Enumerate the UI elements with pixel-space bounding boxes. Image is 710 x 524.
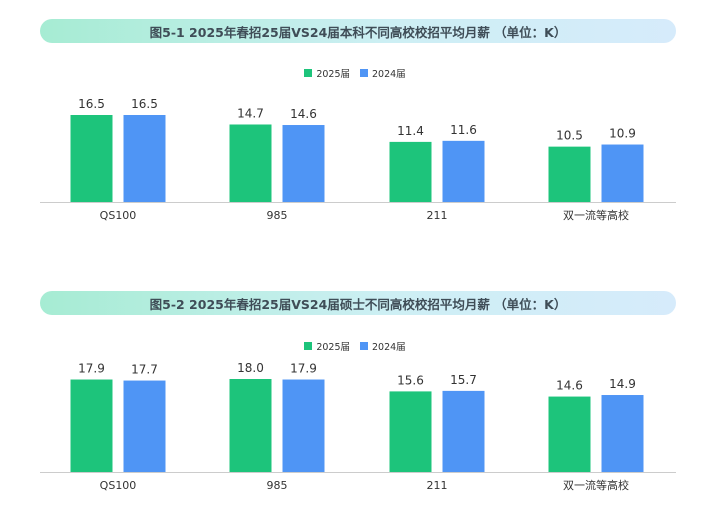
- category-label: 双一流等高校: [563, 478, 629, 492]
- bar-2025: [389, 391, 432, 472]
- legend-swatch-2025: [304, 342, 313, 350]
- bar-2024: [282, 125, 325, 202]
- bar-2024: [601, 395, 644, 472]
- bar-2024: [601, 144, 644, 202]
- chart-1-title: 图5-1 2025年春招25届VS24届本科不同高校校招平均月薪 （单位：K）: [40, 19, 676, 43]
- bar-2024: [123, 380, 166, 472]
- legend-item-2025: 2025届: [304, 339, 350, 353]
- data-label: 15.7: [450, 373, 477, 387]
- legend-label-2025: 2025届: [316, 69, 350, 80]
- bar-2025: [548, 146, 591, 202]
- data-label: 17.9: [290, 362, 317, 376]
- legend-item-2024: 2024届: [360, 339, 406, 353]
- data-label: 17.7: [131, 363, 158, 377]
- chart-2-legend: 2025届 2024届: [0, 339, 710, 353]
- bar-2025: [548, 396, 591, 472]
- category-label: QS100: [100, 209, 137, 222]
- data-label: 10.9: [609, 127, 636, 141]
- bar-2025: [229, 124, 272, 202]
- category-label: QS100: [100, 479, 137, 492]
- data-label: 16.5: [131, 97, 158, 111]
- data-label: 11.4: [397, 124, 424, 138]
- category-label: 985: [267, 479, 288, 492]
- data-label: 17.9: [78, 362, 105, 376]
- chart-2-title: 图5-2 2025年春招25届VS24届硕士不同高校校招平均月薪 （单位：K）: [40, 291, 676, 315]
- bar-2024: [123, 115, 166, 202]
- legend-swatch-2024: [360, 69, 368, 77]
- chart-1-plot: 16.5 16.5 QS100 14.7 14.6 985 11.4 11.6 211 10.5 1…: [40, 97, 676, 222]
- bar-2025: [389, 141, 432, 202]
- data-label: 14.7: [237, 106, 264, 120]
- category-label: 211: [427, 209, 448, 222]
- data-label: 14.6: [556, 379, 583, 393]
- legend-item-2025: 2025届: [304, 66, 350, 80]
- chart-2-plot: 17.9 17.7 QS100 18.0 17.9 985 15.6 15.7 211 14.6 1…: [40, 361, 676, 492]
- category-label: 211: [427, 479, 448, 492]
- legend-swatch-2025: [304, 69, 313, 77]
- data-label: 15.6: [397, 373, 424, 387]
- bar-2025: [70, 115, 113, 202]
- legend-label-2024: 2024届: [372, 342, 406, 353]
- bar-2025: [229, 379, 272, 472]
- data-label: 14.9: [609, 377, 636, 391]
- data-label: 14.6: [290, 107, 317, 121]
- bar-2024: [442, 140, 485, 202]
- bar-2024: [282, 379, 325, 472]
- category-label: 985: [267, 209, 288, 222]
- category-label: 双一流等高校: [563, 208, 629, 222]
- bar-2024: [442, 390, 485, 472]
- data-label: 11.6: [450, 123, 477, 137]
- data-label: 10.5: [556, 129, 583, 143]
- legend-item-2024: 2024届: [360, 66, 406, 80]
- data-label: 16.5: [78, 97, 105, 111]
- legend-label-2024: 2024届: [372, 69, 406, 80]
- bar-2025: [70, 379, 113, 472]
- legend-swatch-2024: [360, 342, 368, 350]
- chart-1-legend: 2025届 2024届: [0, 66, 710, 80]
- legend-label-2025: 2025届: [316, 342, 350, 353]
- data-label: 18.0: [237, 361, 264, 375]
